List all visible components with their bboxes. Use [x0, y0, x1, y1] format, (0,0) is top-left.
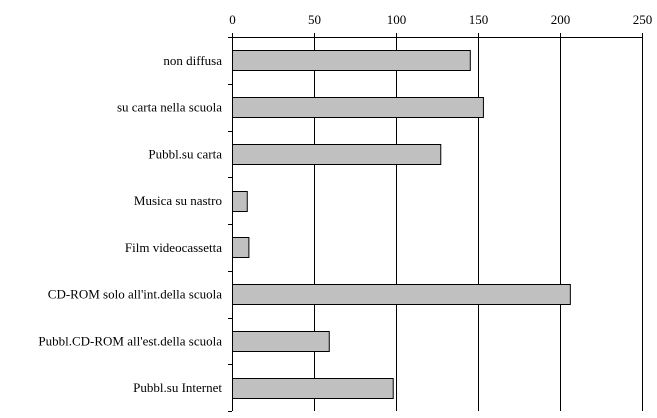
category-label: Film videocassetta	[125, 240, 222, 255]
bar-4	[232, 191, 248, 212]
category-label: Pubbl.su Internet	[133, 380, 222, 395]
bar-3	[232, 144, 442, 165]
x-tick-label: 0	[229, 12, 236, 27]
category-label: non diffusa	[163, 53, 222, 68]
x-tick-label: 150	[469, 12, 489, 27]
x-tick-label: 50	[308, 12, 321, 27]
category-label: Musica su nastro	[134, 193, 222, 208]
gridlines	[314, 37, 643, 411]
bar-8	[232, 378, 394, 399]
labels: 0 50 100 150 200 250 non diffusa su carta nella…	[38, 12, 652, 395]
category-label: Pubbl.su carta	[148, 146, 222, 161]
bar-6	[232, 284, 571, 305]
bars	[232, 50, 571, 399]
axes	[228, 33, 643, 412]
bar-2	[232, 97, 484, 118]
category-label: Pubbl.CD-ROM all'est.della scuola	[38, 333, 222, 348]
bar-1	[232, 50, 471, 71]
category-label: CD-ROM solo all'int.della scuola	[48, 287, 222, 302]
x-tick-label: 200	[551, 12, 571, 27]
x-tick-label: 250	[633, 12, 653, 27]
bar-5	[232, 237, 250, 258]
bar-7	[232, 331, 330, 352]
category-label: su carta nella scuola	[117, 100, 222, 115]
x-tick-label: 100	[387, 12, 407, 27]
